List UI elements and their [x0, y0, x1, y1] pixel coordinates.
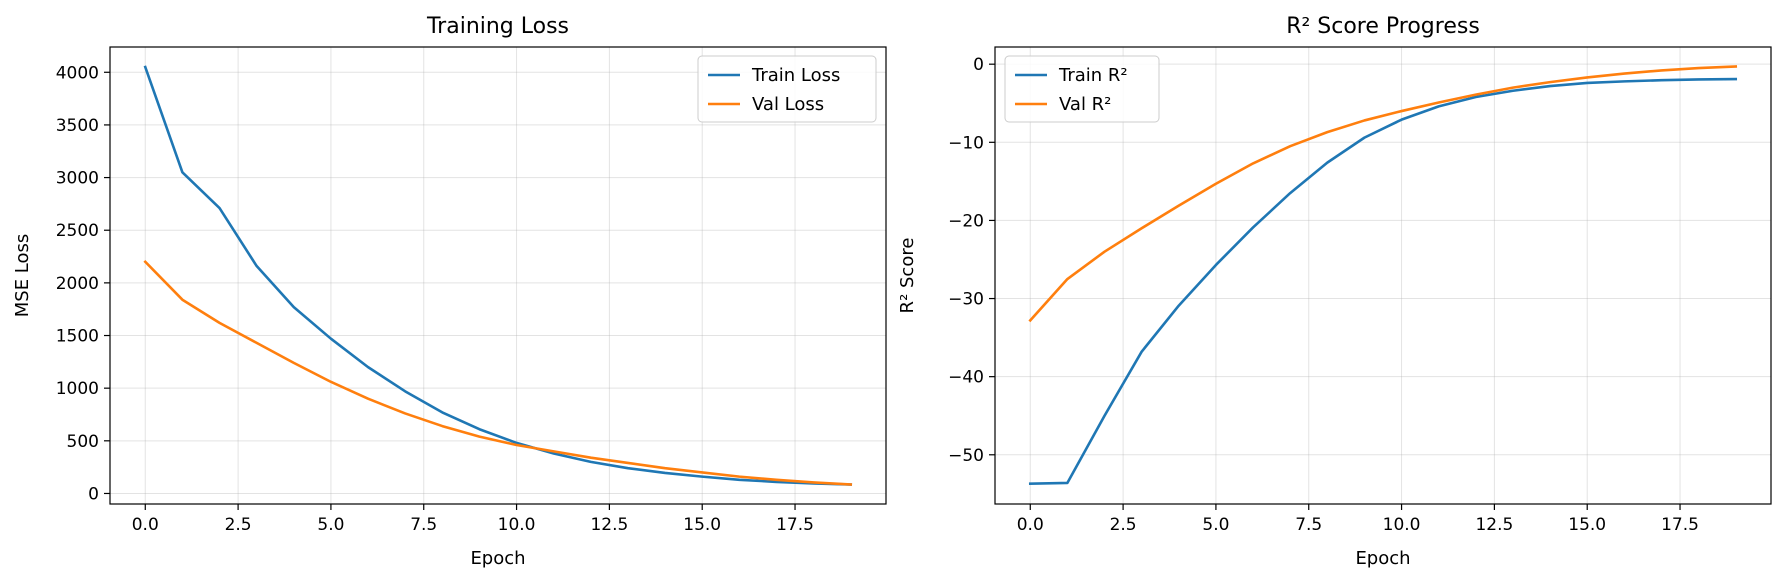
x-tick-label: 17.5	[776, 515, 814, 535]
x-tick-label: 5.0	[1202, 515, 1229, 535]
y-axis-label: MSE Loss	[12, 234, 33, 318]
legend-frame	[697, 55, 877, 123]
x-tick-label: 15.0	[683, 515, 721, 535]
y-tick-label: 4000	[56, 63, 99, 83]
series-line-val	[1028, 65, 1738, 323]
x-tick-label: 0.0	[1017, 515, 1044, 535]
chart-title: Training Loss	[426, 14, 569, 39]
x-tick-label: 0.0	[132, 515, 159, 535]
series-line-train	[143, 65, 853, 486]
x-axis-label: Epoch	[1355, 548, 1410, 569]
y-tick-label: 2500	[56, 221, 99, 241]
legend-entry-label: Val R²	[1059, 94, 1111, 115]
series-line-val	[143, 259, 853, 486]
x-axis-label: Epoch	[470, 548, 525, 569]
y-tick-label: 0	[973, 55, 984, 75]
y-tick-label: −30	[948, 290, 984, 310]
series-line-train	[1028, 77, 1738, 486]
x-tick-label: 2.5	[225, 515, 252, 535]
plot-frame	[109, 46, 887, 505]
y-tick-label: 500	[67, 432, 99, 452]
legend-frame	[1004, 55, 1160, 123]
x-tick-label: 2.5	[1110, 515, 1137, 535]
x-tick-label: 12.5	[590, 515, 628, 535]
y-tick-label: 1000	[56, 379, 99, 399]
x-tick-label: 5.0	[317, 515, 344, 535]
legend: Train R² Val R²	[1004, 55, 1160, 123]
x-tick-label: 7.5	[410, 515, 437, 535]
x-tick-label: 15.0	[1568, 515, 1606, 535]
x-tick-label: 12.5	[1475, 515, 1513, 535]
y-tick-label: −40	[948, 368, 984, 388]
training-loss-chart: 0.0 2.5 5.0 7.5 10.0 12.5 15.0 17.5 0 500 1000 1500…	[12, 14, 887, 569]
y-tick-label: −50	[948, 446, 984, 466]
y-tick-label: −10	[948, 133, 984, 153]
plot-frame	[994, 46, 1772, 505]
x-tick-label: 10.0	[1383, 515, 1421, 535]
x-tick-label: 17.5	[1661, 515, 1699, 535]
legend-entry-label: Train R²	[1058, 65, 1128, 86]
x-tick-label: 7.5	[1295, 515, 1322, 535]
chart-title: R² Score Progress	[1286, 14, 1480, 39]
y-axis-label: R² Score	[897, 238, 918, 314]
y-tick-label: 3000	[56, 169, 99, 189]
y-tick-label: 2000	[56, 274, 99, 294]
y-tick-label: −20	[948, 211, 984, 231]
y-tick-label: 1500	[56, 327, 99, 347]
y-tick-label: 3500	[56, 116, 99, 136]
r2-score-chart: 0.0 2.5 5.0 7.5 10.0 12.5 15.0 17.5 −50 −40 −30 −20…	[897, 14, 1772, 569]
legend-entry-label: Val Loss	[752, 94, 824, 115]
legend-entry-label: Train Loss	[751, 65, 840, 86]
legend: Train Loss Val Loss	[697, 55, 877, 123]
y-tick-label: 0	[88, 484, 99, 504]
x-tick-label: 10.0	[498, 515, 536, 535]
